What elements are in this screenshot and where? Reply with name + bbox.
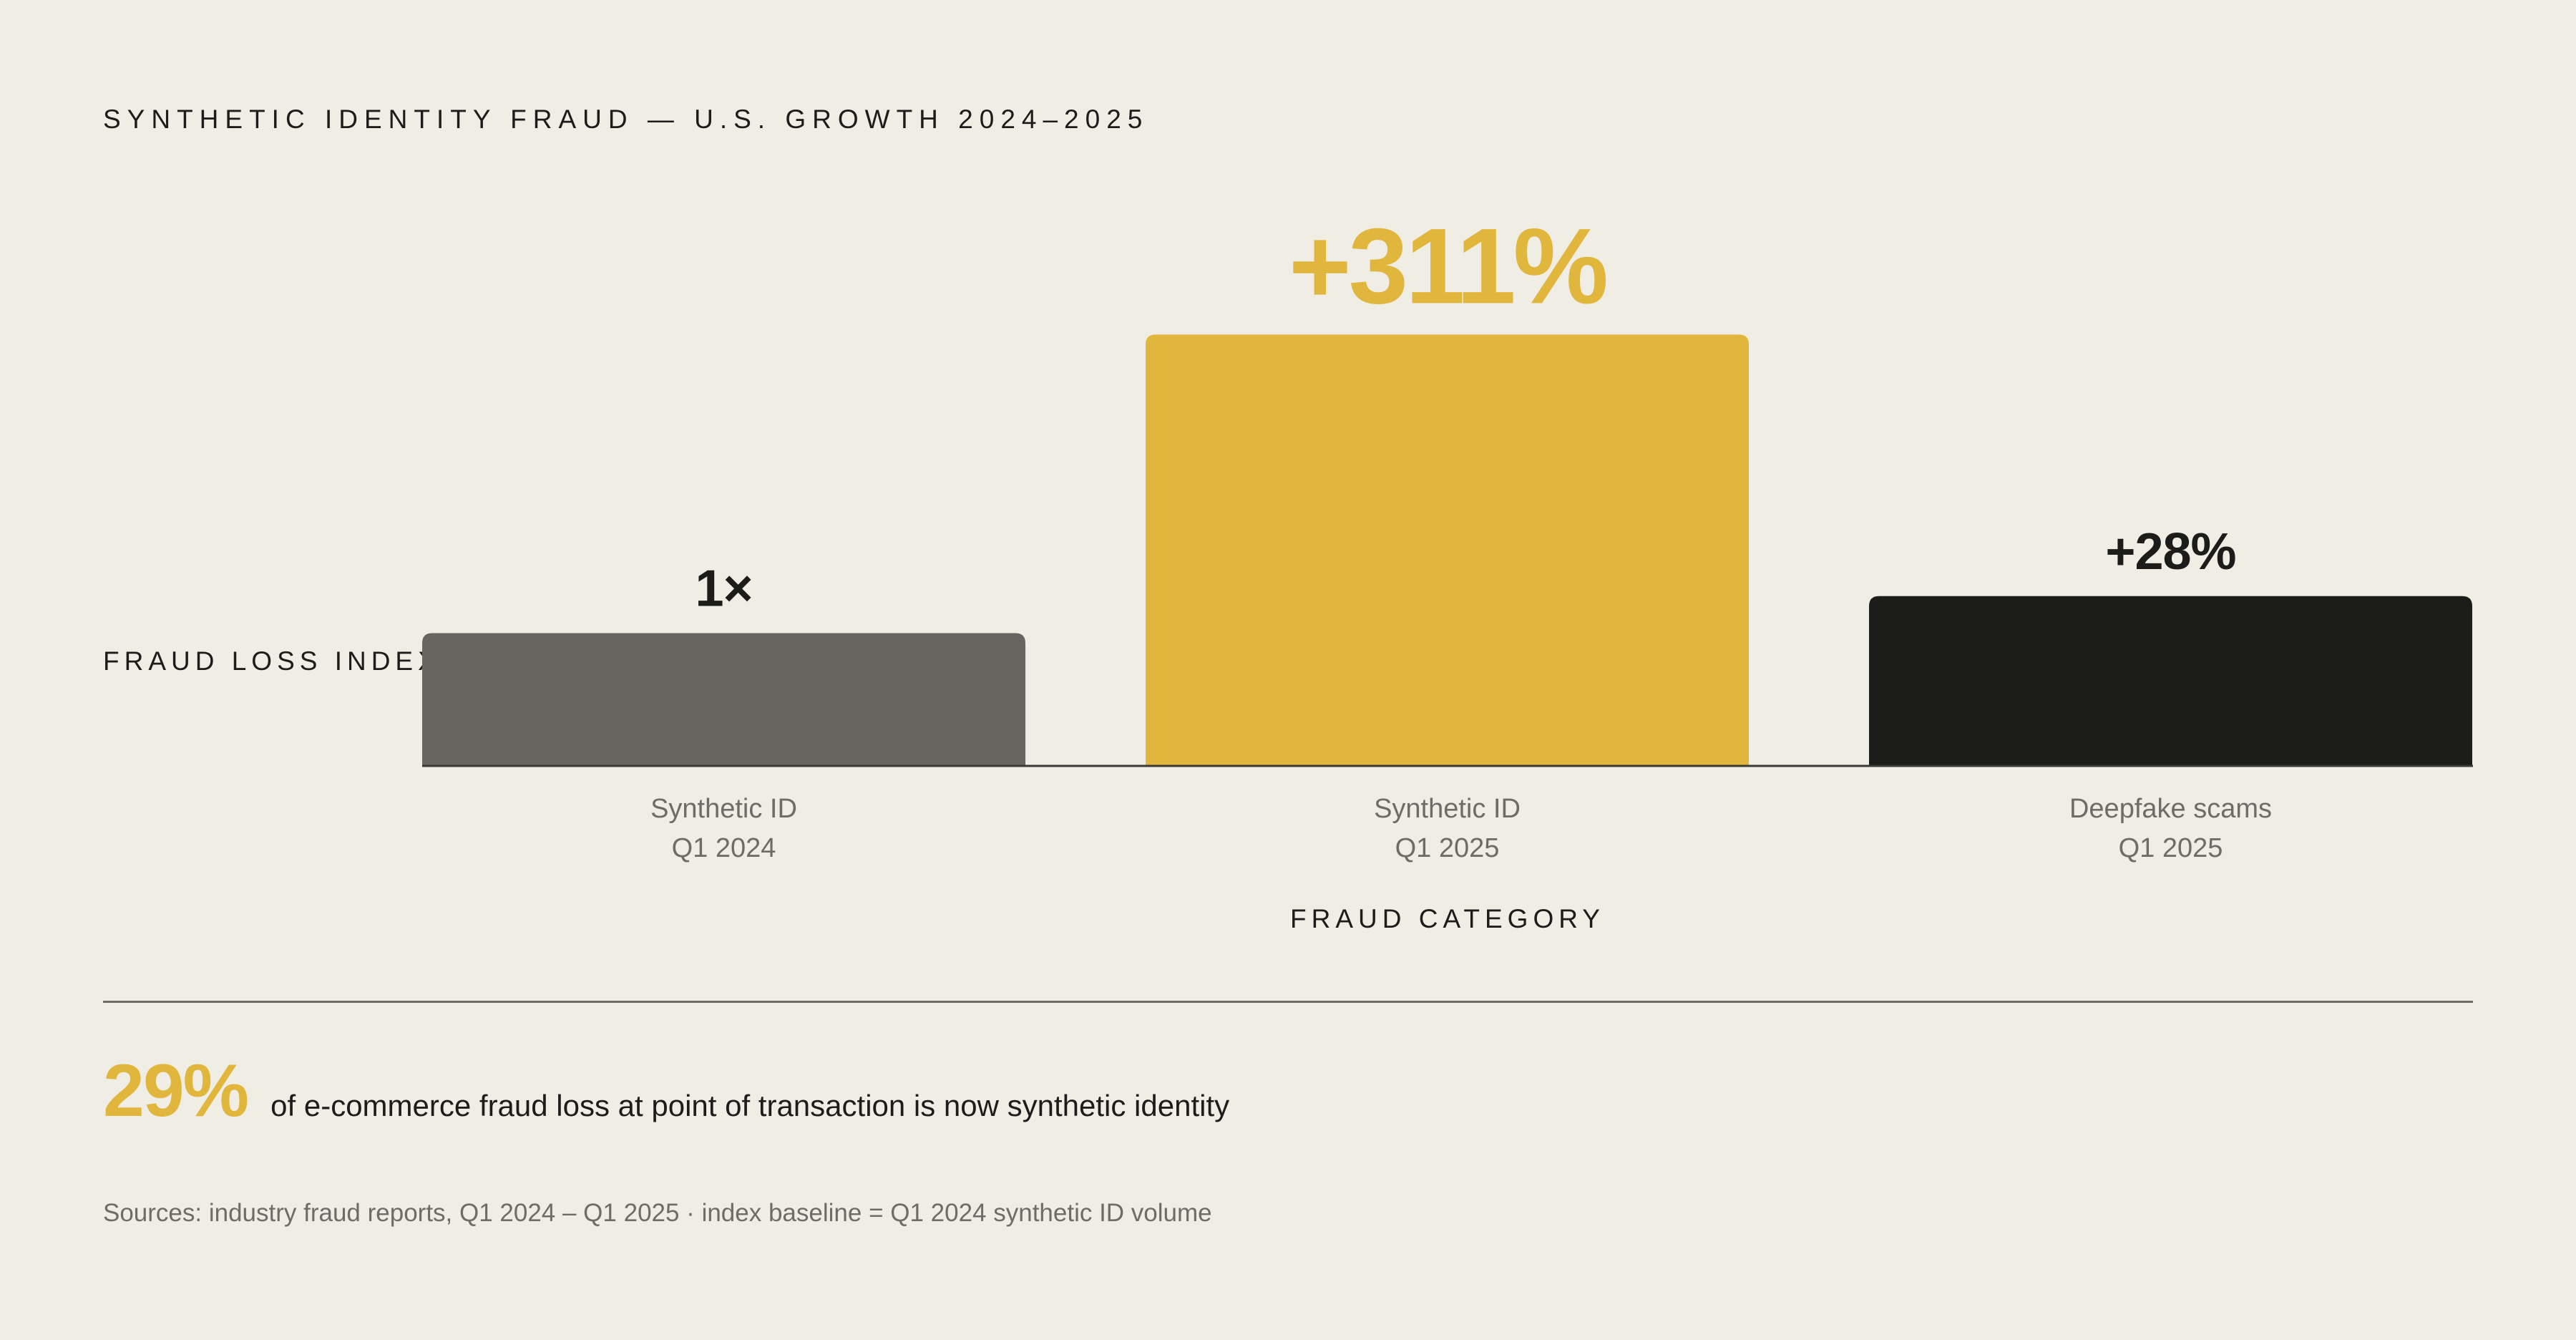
bar-2 [1146,334,1749,765]
section-divider [103,1001,2473,1003]
bar-1 [422,633,1025,765]
category-label-2-line2: Q1 2025 [1395,833,1500,863]
category-label-2-line1: Synthetic ID [1374,794,1521,824]
data-label-1: 1× [695,560,752,617]
category-label-1-line2: Q1 2024 [672,833,776,863]
callout-text: of e-commerce fraud loss at point of tra… [270,1089,1230,1122]
category-label-1-line1: Synthetic ID [650,794,797,824]
callout-value: 29% [103,1049,249,1132]
chart-title: SYNTHETIC IDENTITY FRAUD — U.S. GROWTH 2… [103,105,1149,134]
source-note: Sources: industry fraud reports, Q1 2024… [103,1199,1212,1227]
data-label-3: +28% [2105,523,2235,581]
bar-3 [1869,596,2472,765]
stat-callout: 29% of e-commerce fraud loss at point of… [103,1049,1229,1134]
x-axis-label: FRAUD CATEGORY [1290,904,1605,933]
category-label-3-line2: Q1 2025 [2119,833,2223,863]
data-label-2: +311% [1289,205,1606,326]
category-label-3-line1: Deepfake scams [2069,794,2272,824]
y-axis-label: FRAUD LOSS INDEX [103,646,441,676]
